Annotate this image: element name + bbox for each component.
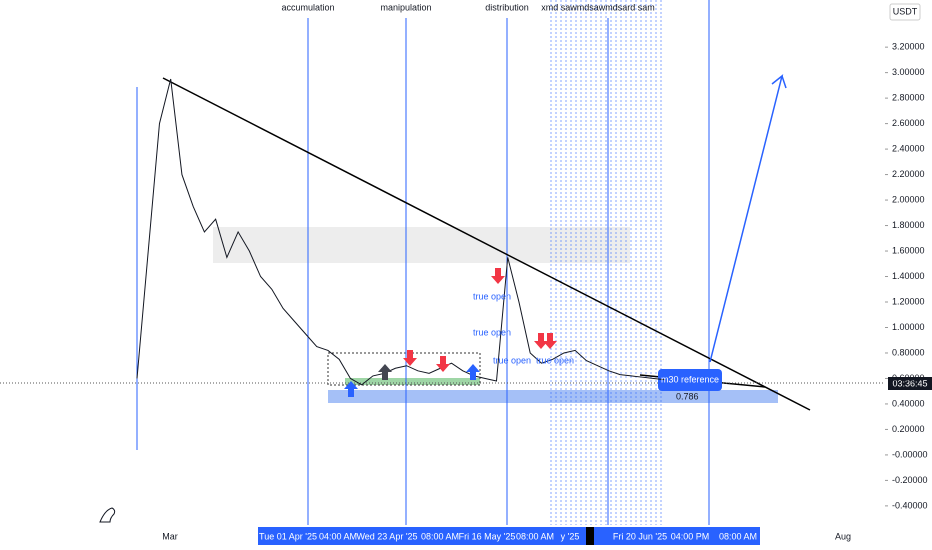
x-label-highlight: Tue 01 Apr '25 [259,531,317,541]
x-label-highlight: 08:00 AM [719,531,757,541]
currency-box [889,3,921,21]
x-label-highlight: Fri 16 May '25 [459,531,516,541]
x-range-bar [258,527,760,545]
y-tick-label: 1.60000 [892,245,925,255]
y-tick-label: 2.00000 [892,194,925,204]
sell-arrow [436,356,450,372]
y-tick-label: 1.40000 [892,271,925,281]
true-open-label: true open [493,355,531,365]
true-open-label: true open [473,291,511,301]
sell-arrow [534,333,548,349]
y-tick-label: 2.60000 [892,118,925,128]
trendline [162,77,811,411]
phase-label: accumulation [281,2,334,12]
zone-green [345,378,480,385]
buy-arrow [344,381,358,397]
true-open-label: true open [473,327,511,337]
reference-box [658,369,722,391]
countdown-box [888,377,932,390]
x-label: Mar [162,531,178,541]
y-tick-label: -0.00000 [892,449,928,459]
sell-arrow [403,350,417,366]
buy-arrow [378,364,392,380]
y-tick-label: 1.20000 [892,296,925,306]
x-cursor [586,527,594,545]
arrow-head [781,75,787,89]
reference-label: m30 reference [661,374,719,384]
vertical-lines [136,0,710,525]
logo [99,507,116,523]
y-tick-label: 0.40000 [892,398,925,408]
range-box [327,352,481,386]
x-label-highlight: 08:00 AM [421,531,459,541]
price-line-series [136,78,666,386]
y-tick-label: 2.80000 [892,92,925,102]
phase-label: xmd sawmdsawmdsard sam [541,2,655,12]
countdown: 03:36:45 [892,378,927,388]
x-label-highlight: 04:00 AM [319,531,357,541]
y-tick-label: 0.20000 [892,424,925,434]
x-label-highlight: 08:00 AM [516,531,554,541]
x-label-highlight: Wed 23 Apr '25 [356,531,417,541]
fib-label: 0.786 [676,391,699,401]
y-tick-label: 1.00000 [892,322,925,332]
phase-label: distribution [485,2,529,12]
x-label-highlight: y '25 [561,531,580,541]
y-tick-label: 2.40000 [892,143,925,153]
y-tick-label: 3.20000 [892,42,925,52]
phase-label: manipulation [380,2,431,12]
sell-arrow [543,333,557,349]
y-tick-label: 1.80000 [892,220,925,230]
y-tick-label: 2.20000 [892,169,925,179]
x-label-highlight: 04:00 PM [671,531,710,541]
y-tick-label: 3.00000 [892,67,925,77]
y-tick-label: -0.20000 [892,475,928,485]
buy-arrow [466,364,480,380]
currency: USDT [893,6,918,16]
y-tick-label: 0.60000 [892,373,925,383]
true-open-label: true open [536,355,574,365]
x-label: Aug [835,531,851,541]
sell-arrow [491,268,505,284]
y-tick-label: -0.40000 [892,500,928,510]
y-tick-label: 0.80000 [892,347,925,357]
x-label-highlight: Fri 20 Jun '25 [613,531,667,541]
